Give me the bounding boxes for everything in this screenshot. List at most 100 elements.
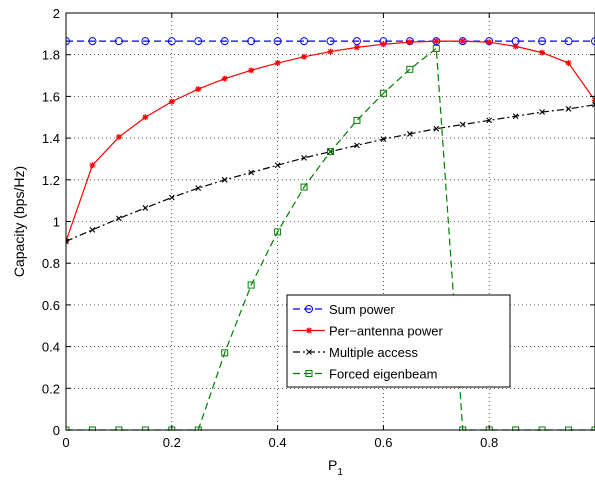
- tick-labels: 0 0.2 0.4 0.6 0.8 0 0.2 0.4 0.6 0.8 1 1.2 1.4 1.6 1.8 2: [42, 6, 498, 450]
- data-point-per-antenna-power: [565, 60, 572, 67]
- series-per-antenna-power: [66, 38, 595, 245]
- data-point-multiple-access: [354, 142, 360, 149]
- x-tick-label: 0.8: [480, 435, 498, 450]
- data-point-multiple-access: [168, 194, 175, 201]
- y-tick-label: 1.4: [42, 131, 60, 146]
- data-point-sum-power: [141, 37, 150, 46]
- data-point-multiple-access: [274, 162, 281, 169]
- data-point-per-antenna-power: [406, 39, 413, 46]
- data-point-sum-power: [167, 37, 176, 46]
- data-point-forced-eigenbeam: [247, 281, 255, 289]
- data-point-sum-power: [273, 37, 282, 46]
- legend-marker-per-antenna-power: [306, 327, 312, 334]
- y-tick-label: 0.6: [42, 298, 60, 313]
- data-point-multiple-access: [221, 176, 228, 183]
- data-point-multiple-access: [116, 215, 122, 222]
- legend-label-forced-eigenbeam: Forced eigenbeam: [329, 367, 437, 382]
- legend-label-per-antenna-power: Per−antenna power: [329, 324, 444, 339]
- data-point-multiple-access: [66, 238, 69, 245]
- data-point-multiple-access: [195, 185, 202, 192]
- x-tick-label: 0.4: [269, 435, 287, 450]
- data-point-forced-eigenbeam: [221, 349, 229, 357]
- data-point-sum-power: [66, 37, 70, 46]
- data-point-forced-eigenbeam: [300, 183, 308, 191]
- data-point-sum-power: [114, 37, 123, 46]
- data-point-sum-power: [247, 37, 256, 46]
- data-point-sum-power: [220, 37, 229, 46]
- legend-entry-forced-eigenbeam: Forced eigenbeam: [293, 367, 437, 382]
- legend-box: [286, 294, 511, 388]
- y-tick-label: 0.8: [42, 256, 60, 271]
- y-tick-label: 0.4: [42, 340, 60, 355]
- data-point-multiple-access: [406, 131, 413, 137]
- y-tick-label: 1.8: [42, 48, 60, 63]
- data-point-multiple-access: [459, 121, 466, 128]
- legend: Sum power Per−antenna power Multiple acces…: [286, 294, 511, 388]
- x-tick-label: 0: [62, 435, 69, 450]
- axis-ticks: [65, 12, 595, 431]
- data-point-per-antenna-power: [142, 114, 149, 121]
- legend-entry-sum-power: Sum power: [293, 302, 395, 317]
- data-point-per-antenna-power: [353, 44, 360, 51]
- data-point-multiple-access: [565, 106, 572, 112]
- data-point-per-antenna-power: [433, 38, 440, 45]
- data-point-per-antenna-power: [486, 39, 493, 46]
- data-point-per-antenna-power: [221, 75, 228, 82]
- data-point-multiple-access: [592, 101, 595, 108]
- series-sum-power: [66, 37, 595, 46]
- data-point-per-antenna-power: [89, 162, 96, 169]
- y-tick-label: 2: [53, 6, 60, 21]
- data-point-multiple-access: [89, 226, 96, 233]
- data-point-multiple-access: [248, 169, 255, 176]
- data-point-forced-eigenbeam: [406, 65, 414, 73]
- data-point-sum-power: [564, 37, 573, 46]
- x-tick-label: 0.2: [163, 435, 181, 450]
- data-point-sum-power: [88, 37, 97, 46]
- y-tick-label: 0: [53, 423, 60, 438]
- data-point-per-antenna-power: [195, 86, 202, 93]
- data-point-multiple-access: [380, 136, 387, 143]
- data-point-forced-eigenbeam: [432, 44, 440, 52]
- data-point-multiple-access: [301, 155, 307, 161]
- legend-marker-multiple-access: [306, 349, 312, 355]
- data-point-per-antenna-power: [248, 67, 255, 74]
- legend-marker-sum-power: [305, 305, 313, 313]
- data-point-per-antenna-power: [168, 98, 175, 105]
- gridlines: [66, 13, 595, 430]
- y-tick-label: 1.6: [42, 89, 60, 104]
- x-axis-label-main: P: [328, 457, 337, 473]
- data-point-per-antenna-power: [301, 53, 308, 60]
- x-axis-label-subscript: 1: [337, 467, 343, 478]
- series-line-per-antenna-power: [66, 40, 595, 242]
- data-point-multiple-access: [142, 205, 149, 211]
- data-point-forced-eigenbeam: [327, 148, 334, 156]
- series-multiple-access: [66, 101, 595, 245]
- y-tick-label: 0.2: [42, 381, 60, 396]
- data-point-multiple-access: [539, 109, 545, 115]
- data-point-per-antenna-power: [459, 38, 466, 45]
- legend-marker-forced-eigenbeam: [305, 370, 313, 377]
- data-point-sum-power: [326, 37, 335, 46]
- data-point-multiple-access: [486, 117, 493, 124]
- y-tick-label: 1.2: [42, 173, 60, 188]
- data-point-forced-eigenbeam: [274, 228, 282, 236]
- legend-label-sum-power: Sum power: [329, 302, 395, 317]
- data-point-per-antenna-power: [512, 43, 519, 50]
- data-point-multiple-access: [512, 113, 519, 120]
- y-tick-label: 1: [53, 215, 60, 230]
- series-line-multiple-access: [66, 104, 595, 242]
- data-point-per-antenna-power: [115, 134, 122, 141]
- legend-entry-per-antenna-power: Per−antenna power: [293, 324, 444, 339]
- data-point-sum-power: [538, 37, 547, 46]
- x-axis-label: P1: [328, 457, 343, 478]
- x-tick-label: 0.6: [374, 435, 392, 450]
- data-point-sum-power: [194, 37, 203, 46]
- legend-label-multiple-access: Multiple access: [329, 345, 418, 360]
- data-point-forced-eigenbeam: [379, 89, 387, 97]
- data-point-forced-eigenbeam: [353, 116, 361, 124]
- legend-entry-multiple-access: Multiple access: [293, 345, 418, 360]
- data-point-per-antenna-power: [380, 41, 387, 48]
- data-point-multiple-access: [433, 125, 440, 132]
- data-point-per-antenna-power: [539, 49, 546, 56]
